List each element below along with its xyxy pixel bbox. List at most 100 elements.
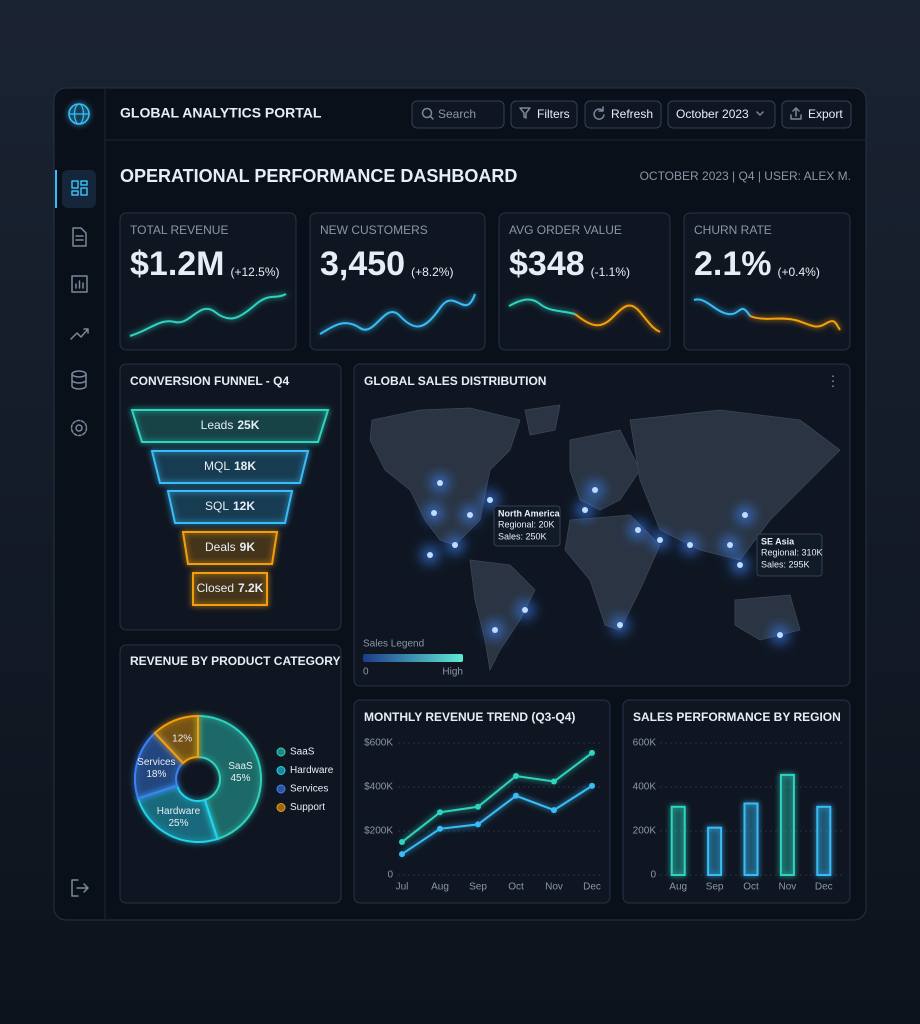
map-menu[interactable]: ⋮ bbox=[826, 373, 840, 389]
kpi-change: (+0.4%) bbox=[778, 265, 820, 279]
refresh-label: Refresh bbox=[611, 107, 653, 121]
period-dropdown[interactable]: October 2023 bbox=[667, 100, 776, 129]
funnel-stage-text: Leads 25K bbox=[201, 418, 260, 432]
funnel-stage bbox=[192, 572, 268, 606]
trend-point bbox=[551, 807, 557, 814]
slice-percent: 12% bbox=[172, 734, 192, 745]
trend-card bbox=[353, 699, 611, 904]
nav-database[interactable] bbox=[71, 370, 87, 390]
hotspot bbox=[657, 537, 663, 543]
slice-name: Hardware bbox=[157, 806, 201, 817]
filters-button[interactable]: Filters bbox=[510, 100, 578, 129]
hotspot bbox=[727, 542, 733, 548]
legend-label: Services bbox=[290, 784, 328, 795]
nav-settings[interactable] bbox=[70, 419, 88, 437]
callout-region: SE Asia bbox=[761, 536, 795, 546]
hotspot bbox=[492, 627, 498, 633]
x-tick-label: Dec bbox=[815, 882, 833, 893]
hotspot bbox=[427, 552, 433, 558]
funnel-stage-text: Closed 7.2K bbox=[197, 581, 264, 595]
x-tick-label: Oct bbox=[743, 882, 759, 893]
x-tick-label: Aug bbox=[669, 882, 687, 893]
nav-dashboard[interactable] bbox=[62, 170, 96, 208]
funnel-stage-value: 12K bbox=[233, 499, 255, 513]
export-label: Export bbox=[808, 107, 843, 121]
funnel-stage-label: SQL bbox=[205, 499, 229, 513]
filters-label: Filters bbox=[537, 107, 570, 121]
region-title: SALES PERFORMANCE BY REGION bbox=[633, 710, 841, 724]
logo-globe bbox=[68, 103, 90, 125]
x-tick-label: Dec bbox=[583, 882, 601, 893]
y-tick-label: 0 bbox=[387, 870, 393, 881]
funnel-stage-label: Deals bbox=[205, 540, 236, 554]
export-button[interactable]: Export bbox=[781, 100, 852, 129]
trend-point bbox=[589, 749, 595, 756]
y-tick-label: 400K bbox=[633, 782, 657, 793]
bar bbox=[816, 805, 832, 876]
funnel-title: CONVERSION FUNNEL - Q4 bbox=[130, 374, 289, 388]
slice-name: SaaS bbox=[228, 761, 253, 772]
callout-line: Regional: 310K bbox=[761, 547, 823, 557]
hotspot bbox=[742, 512, 748, 518]
callout-box bbox=[756, 533, 823, 577]
refresh-button[interactable]: Refresh bbox=[584, 100, 662, 129]
kpi-card bbox=[683, 212, 851, 351]
nav-charts[interactable] bbox=[71, 275, 88, 293]
legend-label: Support bbox=[290, 802, 325, 813]
dashboard-meta: OCTOBER 2023 | Q4 | USER: ALEX M. bbox=[640, 169, 851, 183]
funnel-stage-label: MQL bbox=[204, 459, 230, 473]
bar bbox=[779, 773, 795, 877]
callout-line: Sales: 250K bbox=[498, 531, 547, 541]
y-tick-label: 600K bbox=[633, 738, 657, 749]
x-tick-label: Nov bbox=[545, 882, 563, 893]
hotspot bbox=[467, 512, 473, 518]
kpi-label: TOTAL REVENUE bbox=[130, 223, 228, 237]
legend-label: Hardware bbox=[290, 765, 334, 776]
legend-swatch bbox=[276, 766, 286, 775]
kpi-label: CHURN RATE bbox=[694, 223, 772, 237]
period-label: October 2023 bbox=[676, 107, 749, 121]
callout-region: North America bbox=[498, 508, 561, 518]
legend-label: SaaS bbox=[290, 747, 315, 758]
slice-name: Services bbox=[137, 757, 175, 768]
trend-line bbox=[401, 752, 593, 843]
donut-slice bbox=[153, 714, 199, 765]
x-tick-label: Jul bbox=[396, 882, 409, 893]
funnel-stage-text: Deals 9K bbox=[205, 540, 255, 554]
hotspot bbox=[777, 632, 783, 638]
kpi-card bbox=[498, 212, 671, 351]
trend-point bbox=[475, 821, 481, 828]
legend-swatch bbox=[276, 803, 286, 812]
active-indicator bbox=[55, 170, 57, 208]
trend-title: MONTHLY REVENUE TREND (Q3-Q4) bbox=[364, 710, 575, 724]
funnel-stage-text: SQL 12K bbox=[205, 499, 255, 513]
callout-box bbox=[493, 505, 561, 547]
map-title: GLOBAL SALES DISTRIBUTION bbox=[364, 374, 546, 388]
x-tick-label: Sep bbox=[706, 882, 724, 893]
map-hotspots bbox=[421, 474, 789, 644]
nav-reports[interactable] bbox=[72, 227, 87, 247]
hotspot bbox=[687, 542, 693, 548]
legend-min: 0 bbox=[363, 667, 369, 678]
trend-point bbox=[399, 851, 405, 858]
funnel-stage-value: 18K bbox=[234, 459, 256, 473]
x-tick-label: Oct bbox=[508, 882, 524, 893]
search-box[interactable]: Search bbox=[411, 100, 505, 129]
funnel-stage-label: Leads bbox=[201, 418, 234, 432]
kpi-card bbox=[119, 212, 297, 351]
hotspot bbox=[635, 527, 641, 533]
dashboard-title: OPERATIONAL PERFORMANCE DASHBOARD bbox=[120, 166, 517, 186]
nav-logout[interactable] bbox=[71, 879, 89, 897]
nav-trends[interactable] bbox=[70, 328, 89, 340]
hotspot bbox=[437, 480, 443, 486]
y-tick-label: 0 bbox=[650, 870, 656, 881]
kpi-sparklines bbox=[129, 293, 841, 337]
kpi-change: (+8.2%) bbox=[411, 265, 453, 279]
kpi-label: AVG ORDER VALUE bbox=[509, 223, 622, 237]
kpi-value: $1.2M bbox=[130, 245, 225, 283]
funnel-stage bbox=[130, 409, 330, 443]
trend-point bbox=[475, 803, 481, 810]
hotspot bbox=[431, 510, 437, 516]
x-tick-label: Sep bbox=[469, 882, 487, 893]
funnel-stage bbox=[181, 531, 279, 565]
